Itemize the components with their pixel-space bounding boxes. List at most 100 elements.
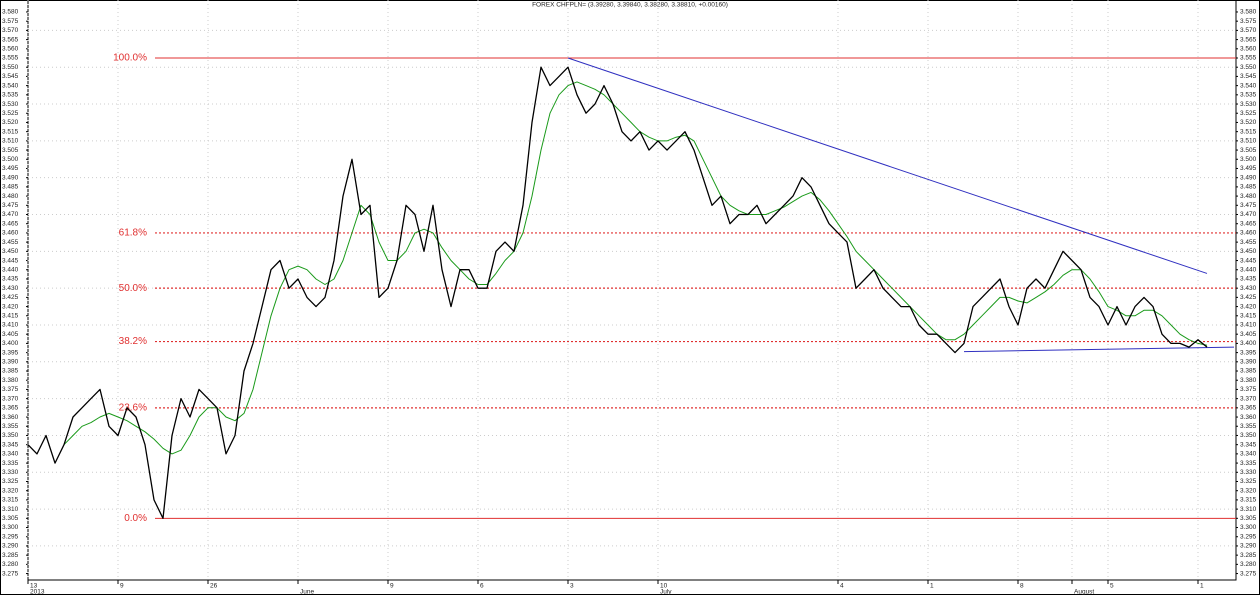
y-tick-label-right: 3.520	[1240, 119, 1257, 126]
y-tick-label: 3.455	[2, 239, 19, 246]
y-tick-label-right: 3.485	[1240, 184, 1257, 191]
y-tick-label-right: 3.405	[1240, 331, 1257, 338]
y-tick-label-right: 3.395	[1240, 349, 1257, 356]
y-tick-label: 3.385	[2, 368, 19, 375]
y-tick-label: 3.470	[2, 211, 19, 218]
y-tick-label-right: 3.320	[1240, 487, 1257, 494]
y-tick-label: 3.510	[2, 138, 19, 145]
y-tick-label: 3.550	[2, 64, 19, 71]
y-tick-label: 3.335	[2, 460, 19, 467]
y-tick-label-right: 3.365	[1240, 405, 1257, 412]
y-tick-label: 3.360	[2, 414, 19, 421]
y-tick-label-right: 3.465	[1240, 220, 1257, 227]
y-tick-label-right: 3.385	[1240, 368, 1257, 375]
x-tick-label: 13	[30, 583, 38, 590]
y-tick-label-right: 3.340	[1240, 451, 1257, 458]
y-tick-label-right: 3.350	[1240, 432, 1257, 439]
y-tick-label-right: 3.530	[1240, 101, 1257, 108]
y-tick-label-right: 3.475	[1240, 202, 1257, 209]
y-tick-label-right: 3.360	[1240, 414, 1257, 421]
y-tick-label-right: 3.280	[1240, 561, 1257, 568]
y-tick-label: 3.505	[2, 147, 19, 154]
y-tick-label-right: 3.400	[1240, 340, 1257, 347]
x-period-label: August	[1074, 589, 1094, 595]
x-tick-label: 8	[1020, 583, 1024, 590]
y-tick-label: 3.330	[2, 469, 19, 476]
y-tick-label-right: 3.330	[1240, 469, 1257, 476]
y-tick-label-right: 3.510	[1240, 138, 1257, 145]
y-tick-label-right: 3.295	[1240, 533, 1257, 540]
y-tick-label: 3.410	[2, 322, 19, 329]
y-tick-label-right: 3.455	[1240, 239, 1257, 246]
y-tick-label: 3.580	[2, 9, 19, 16]
y-tick-label: 3.545	[2, 73, 19, 80]
y-tick-label: 3.565	[2, 36, 19, 43]
y-tick-label-right: 3.305	[1240, 515, 1257, 522]
fib-level-label: 50.0%	[119, 283, 147, 294]
x-tick-label: 26	[210, 583, 218, 590]
y-tick-label: 3.310	[2, 506, 19, 513]
trendline	[567, 57, 1208, 274]
price-line	[27, 66, 1208, 519]
y-tick-label-right: 3.565	[1240, 36, 1257, 43]
y-tick-label-right: 3.290	[1240, 543, 1257, 550]
fib-level-label: 100.0%	[113, 53, 147, 64]
x-tick-label: 9	[120, 583, 124, 590]
y-tick-label-right: 3.575	[1240, 18, 1257, 25]
y-tick-label: 3.305	[2, 515, 19, 522]
y-tick-label-right: 3.500	[1240, 156, 1257, 163]
x-period-label: June	[300, 589, 314, 595]
y-tick-label: 3.570	[2, 27, 19, 34]
y-tick-label: 3.575	[2, 18, 19, 25]
y-tick-label: 3.515	[2, 128, 19, 135]
y-tick-label-right: 3.420	[1240, 303, 1257, 310]
y-tick-label-right: 3.495	[1240, 165, 1257, 172]
y-tick-label-right: 3.490	[1240, 174, 1257, 181]
y-tick-label: 3.465	[2, 220, 19, 227]
y-tick-label-right: 3.310	[1240, 506, 1257, 513]
y-tick-label-right: 3.375	[1240, 386, 1257, 393]
y-tick-label: 3.355	[2, 423, 19, 430]
y-tick-label: 3.535	[2, 92, 19, 99]
y-tick-label: 3.390	[2, 359, 19, 366]
y-tick-label-right: 3.435	[1240, 276, 1257, 283]
y-tick-label: 3.320	[2, 487, 19, 494]
y-tick-label: 3.365	[2, 405, 19, 412]
y-tick-label: 3.560	[2, 46, 19, 53]
y-tick-label: 3.325	[2, 478, 19, 485]
y-tick-label: 3.380	[2, 377, 19, 384]
y-tick-label: 3.435	[2, 276, 19, 283]
y-tick-label-right: 3.440	[1240, 266, 1257, 273]
y-tick-label-right: 3.555	[1240, 55, 1257, 62]
chart-title: FOREX CHFPLN= (3.39280, 3.39840, 3.38280…	[532, 2, 728, 9]
y-tick-label-right: 3.480	[1240, 193, 1257, 200]
y-tick-label: 3.375	[2, 386, 19, 393]
y-tick-label: 3.280	[2, 561, 19, 568]
x-tick-label: 6	[480, 583, 484, 590]
y-tick-label-right: 3.535	[1240, 92, 1257, 99]
fib-level-label: 61.8%	[119, 228, 147, 239]
y-tick-label: 3.415	[2, 312, 19, 319]
plot-area	[27, 0, 1237, 581]
y-tick-label: 3.460	[2, 230, 19, 237]
y-tick-label-right: 3.345	[1240, 441, 1257, 448]
y-tick-label: 3.450	[2, 248, 19, 255]
x-tick-label: 10	[660, 583, 668, 590]
y-tick-label: 3.430	[2, 285, 19, 292]
y-tick-label-right: 3.355	[1240, 423, 1257, 430]
y-tick-label: 3.480	[2, 193, 19, 200]
y-tick-label: 3.530	[2, 101, 19, 108]
y-tick-label-right: 3.580	[1240, 9, 1257, 16]
y-tick-label: 3.350	[2, 432, 19, 439]
y-tick-label-right: 3.425	[1240, 294, 1257, 301]
y-tick-label-right: 3.540	[1240, 82, 1257, 89]
x-tick-label: 1	[930, 583, 934, 590]
y-tick-label-right: 3.515	[1240, 128, 1257, 135]
x-tick-label: 9	[390, 583, 394, 590]
y-tick-label-right: 3.505	[1240, 147, 1257, 154]
fib-level-label: 0.0%	[124, 513, 147, 524]
fib-level-label: 38.2%	[119, 336, 147, 347]
y-tick-label: 3.300	[2, 524, 19, 531]
